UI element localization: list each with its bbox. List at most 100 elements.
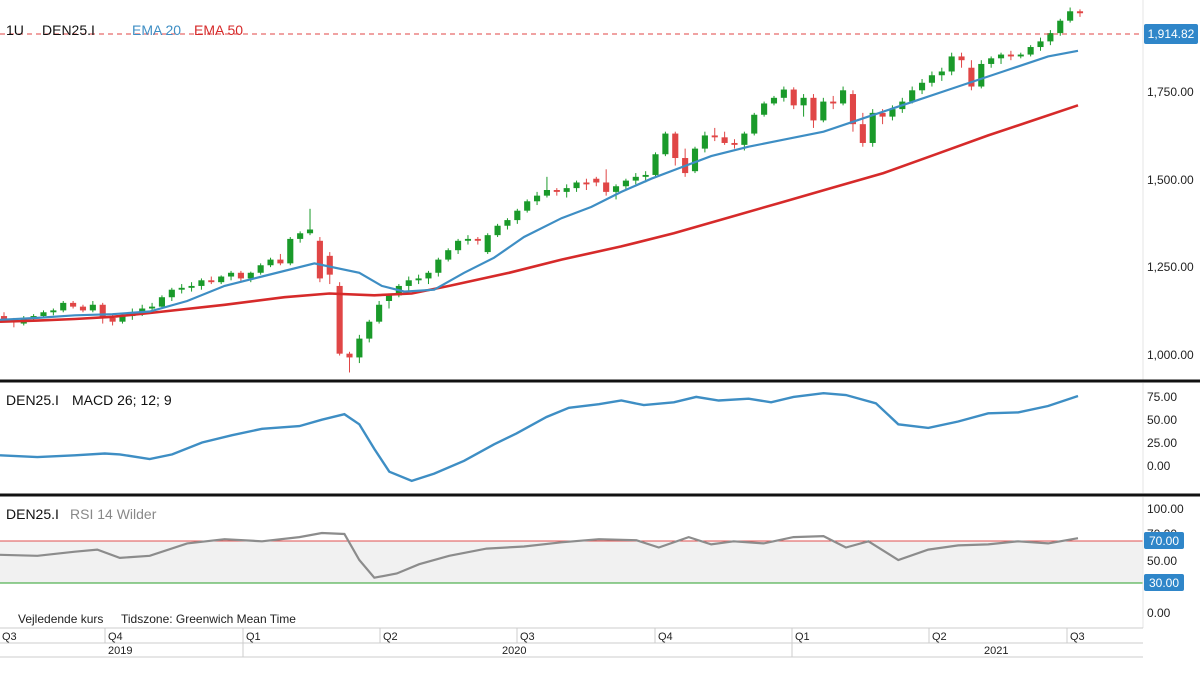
last-price-value: 1,914.82	[1148, 27, 1195, 41]
candle-down	[316, 240, 323, 279]
candle-up	[534, 195, 541, 202]
quarter-label: Q4	[108, 631, 123, 643]
candle-up	[869, 112, 876, 143]
candle-down	[859, 124, 866, 143]
quarter-label: Q2	[383, 631, 398, 643]
candle-down	[1076, 11, 1084, 14]
candle-down	[810, 97, 817, 121]
candle-up	[997, 54, 1005, 59]
ema20-legend[interactable]: EMA 20	[132, 22, 181, 38]
candle-up	[425, 272, 432, 279]
candle-up	[218, 276, 225, 283]
candle-up	[168, 289, 175, 298]
candle-up	[484, 235, 491, 253]
footer-timezone: Tidszone: Greenwich Mean Time	[121, 612, 296, 626]
macd-axis-label: 50.00	[1147, 413, 1177, 427]
macd-title: MACD 26; 12; 9	[72, 392, 172, 408]
candle-up	[464, 238, 472, 241]
candle-up	[1017, 54, 1024, 57]
candle-up	[227, 272, 235, 277]
candle-up	[632, 176, 639, 181]
candle-down	[277, 259, 284, 264]
candle-down	[672, 133, 679, 159]
candle-up	[1047, 33, 1054, 42]
rsi-panel: DEN25.I RSI 14 Wilder 100.00 70.00 50.00…	[0, 497, 1184, 628]
candle-down	[790, 89, 797, 106]
candle-up	[918, 82, 926, 91]
price-panel: 1U DEN25.I EMA 20 EMA 50 1,914.82 1,750.…	[0, 0, 1198, 380]
candle-up	[149, 306, 156, 309]
candle-down	[99, 304, 106, 318]
candle-up	[978, 63, 985, 87]
time-axis[interactable]: Q3 Q4 Q1 Q2 Q3 Q4 Q1 Q2 Q3 2019 2020 202…	[0, 627, 1143, 658]
rsi-badge-30	[1144, 574, 1184, 591]
quarter-label: Q2	[932, 631, 947, 643]
candle-up	[543, 190, 550, 196]
candle-up	[780, 89, 787, 98]
price-axis-label: 1,750.00	[1147, 85, 1194, 99]
macd-axis-label: 25.00	[1147, 436, 1177, 450]
candle-up	[573, 182, 580, 189]
year-label: 2021	[984, 645, 1008, 657]
candle-up	[257, 265, 264, 273]
price-axis-label: 1,000.00	[1147, 348, 1194, 362]
candle-up	[376, 304, 383, 322]
candle-down	[731, 142, 738, 145]
rsi-axis-label: 50.00	[1147, 554, 1177, 568]
candle-up	[1037, 41, 1044, 48]
candle-down	[603, 182, 610, 192]
rsi-symbol: DEN25.I	[6, 506, 59, 522]
candle-up	[30, 316, 37, 318]
candle-up	[524, 201, 531, 211]
candle-up	[356, 338, 363, 358]
macd-panel: DEN25.I MACD 26; 12; 9 75.00 50.00 25.00…	[0, 383, 1177, 493]
rsi-title: RSI 14 Wilder	[70, 506, 157, 522]
candle-up	[435, 259, 442, 273]
candle-down	[1007, 54, 1014, 57]
rsi-badge-70-label: 70.00	[1149, 534, 1179, 548]
candle-up	[139, 308, 146, 313]
rsi-badge-30-label: 30.00	[1149, 576, 1179, 590]
candle-down	[346, 353, 353, 358]
candle-up	[40, 312, 47, 317]
quarter-label: Q4	[658, 631, 673, 643]
candle-up	[50, 310, 57, 313]
candle-up	[60, 302, 67, 311]
ema20-line	[0, 49, 1079, 321]
last-price-badge	[1144, 24, 1198, 44]
candle-down	[326, 255, 333, 275]
candle-down	[79, 306, 87, 311]
candle-down	[849, 94, 857, 125]
candle-up	[652, 154, 659, 175]
candle-up	[514, 210, 521, 221]
candle-up	[800, 97, 807, 106]
ema50-legend[interactable]: EMA 50	[194, 22, 243, 38]
candle-down	[879, 112, 886, 117]
candle-up	[642, 174, 649, 177]
macd-axis-label: 0.00	[1147, 459, 1171, 473]
candle-up	[928, 75, 935, 83]
candle-up	[1027, 47, 1034, 55]
rsi-axis-label: 100.00	[1147, 502, 1184, 516]
symbol-label: DEN25.I	[42, 22, 95, 38]
candle-up	[415, 278, 422, 281]
quarter-label: Q3	[520, 631, 535, 643]
candle-up	[366, 321, 373, 339]
candle-up	[306, 229, 314, 234]
rsi-band	[0, 541, 1143, 583]
candle-up	[188, 285, 195, 288]
candle-up	[701, 135, 708, 149]
candle-down	[474, 238, 481, 241]
rsi-badge-70	[1144, 532, 1184, 549]
candle-down	[336, 285, 343, 354]
candle-down	[583, 182, 590, 185]
candle-up	[405, 280, 412, 286]
price-axis-label: 1,500.00	[1147, 173, 1194, 187]
year-label: 2019	[108, 645, 132, 657]
candle-up	[287, 238, 294, 264]
candle-down	[208, 280, 215, 283]
footer-note: Vejledende kurs	[18, 612, 103, 626]
candle-down	[70, 302, 77, 307]
candle-up	[741, 133, 748, 145]
candle-up	[612, 186, 620, 192]
